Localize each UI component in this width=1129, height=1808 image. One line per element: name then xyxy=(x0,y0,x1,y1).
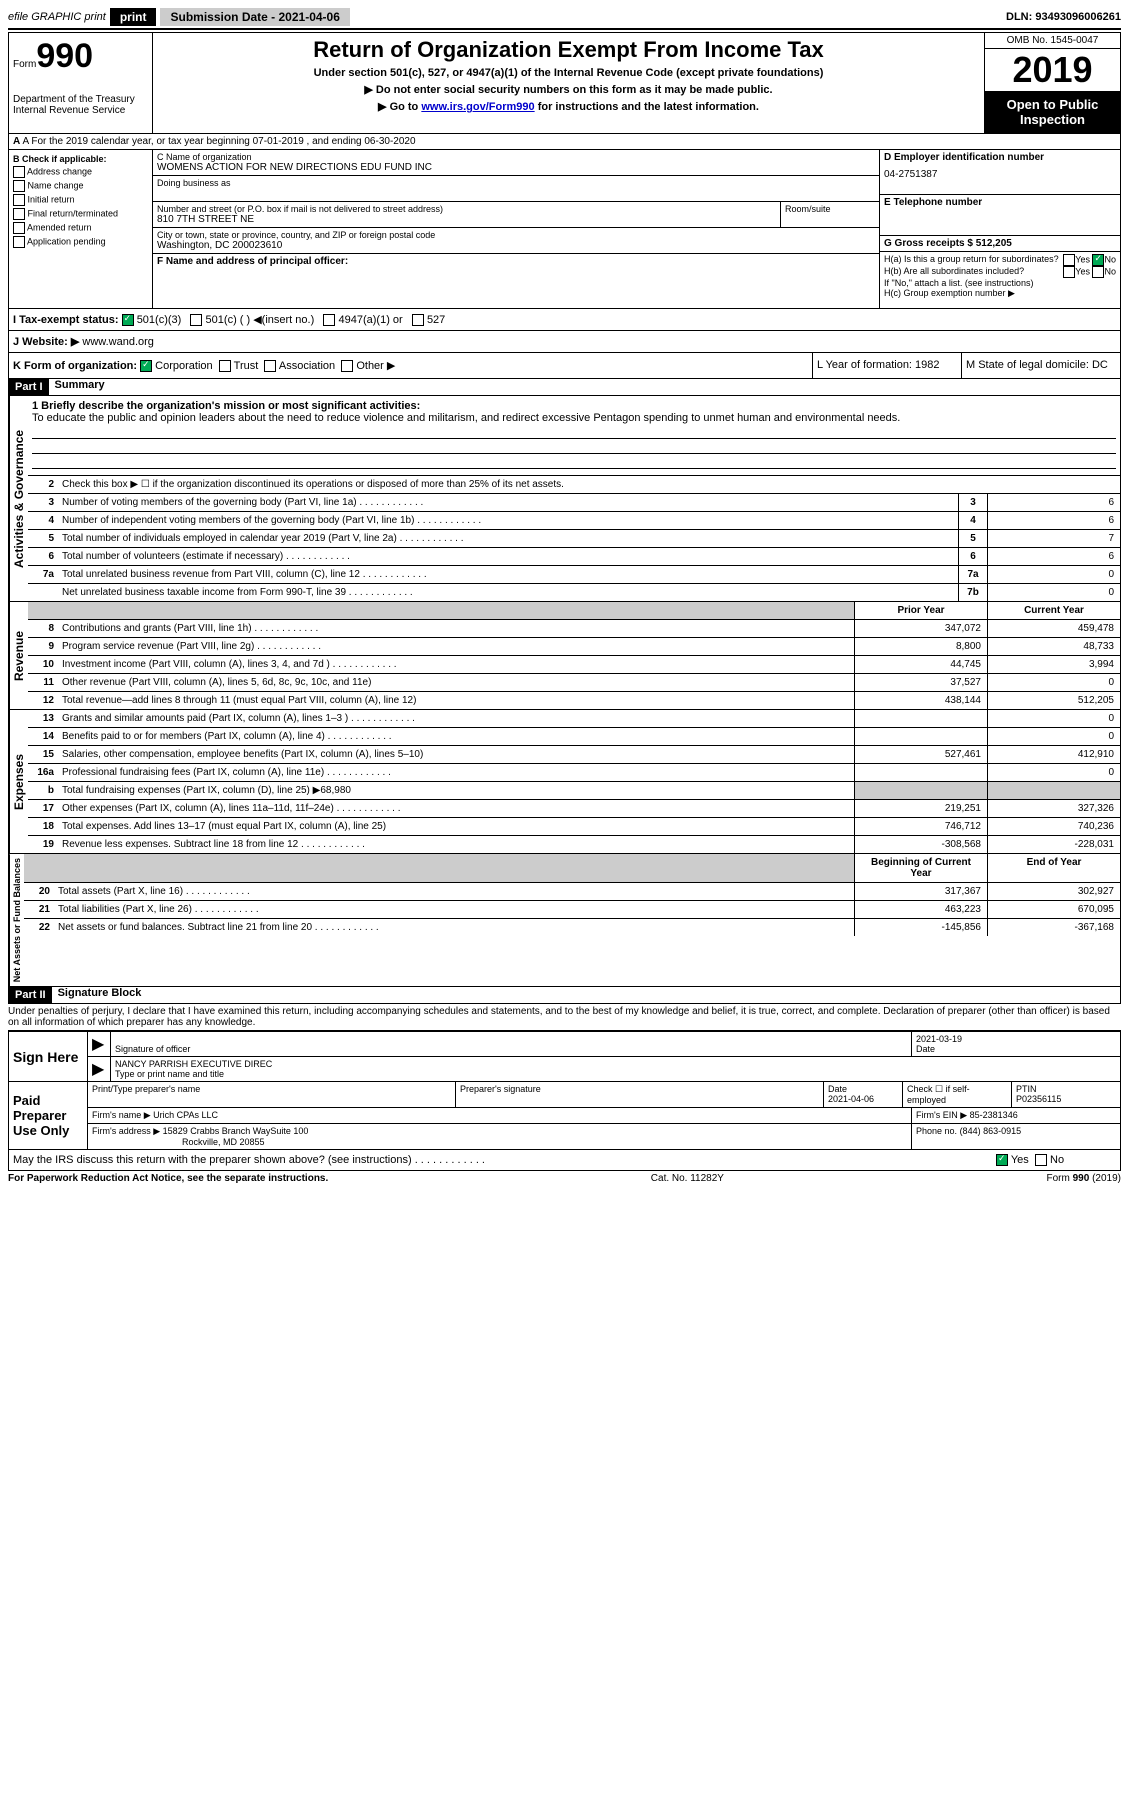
irs-label: Internal Revenue Service xyxy=(13,105,148,116)
section-revenue: Revenue Prior YearCurrent Year 8Contribu… xyxy=(8,602,1121,710)
ein-cell: D Employer identification number 04-2751… xyxy=(880,150,1120,195)
line-14: 14Benefits paid to or for members (Part … xyxy=(28,727,1120,745)
expenses-label: Expenses xyxy=(9,710,28,853)
line-20: 20Total assets (Part X, line 16)317,3673… xyxy=(24,882,1120,900)
print-button[interactable]: print xyxy=(110,8,157,26)
check-final[interactable]: Final return/terminated xyxy=(13,208,148,220)
dln: DLN: 93493096006261 xyxy=(1006,11,1121,23)
governance-label: Activities & Governance xyxy=(9,396,28,601)
check-corp[interactable] xyxy=(140,360,152,372)
subtitle-1: Under section 501(c), 527, or 4947(a)(1)… xyxy=(157,67,980,79)
discuss-yes[interactable] xyxy=(996,1154,1008,1166)
check-other[interactable] xyxy=(341,360,353,372)
box-h: H(a) Is this a group return for subordin… xyxy=(880,252,1120,301)
check-name[interactable]: Name change xyxy=(13,180,148,192)
sign-here-label: Sign Here xyxy=(9,1032,88,1081)
submission-date: Submission Date - 2021-04-06 xyxy=(160,8,349,26)
street-row: Number and street (or P.O. box if mail i… xyxy=(153,202,879,228)
box-d-h: D Employer identification number 04-2751… xyxy=(879,150,1120,308)
header-center: Return of Organization Exempt From Incom… xyxy=(153,33,984,133)
form-header: Form990 Department of the Treasury Inter… xyxy=(8,32,1121,134)
line-13: 13Grants and similar amounts paid (Part … xyxy=(28,710,1120,727)
sign-block: Sign Here ▶ Signature of officer 2021-03… xyxy=(8,1030,1121,1171)
footer: For Paperwork Reduction Act Notice, see … xyxy=(8,1171,1121,1184)
part-i-header: Part I Summary xyxy=(8,379,1121,396)
line-6: 6Total number of volunteers (estimate if… xyxy=(28,547,1120,565)
line-7b: Net unrelated business taxable income fr… xyxy=(28,583,1120,601)
row-a: A A For the 2019 calendar year, or tax y… xyxy=(8,134,1121,150)
check-amended[interactable]: Amended return xyxy=(13,222,148,234)
year-formation: L Year of formation: 1982 xyxy=(813,353,962,378)
form-title: Return of Organization Exempt From Incom… xyxy=(157,37,980,63)
line-16a: 16aProfessional fundraising fees (Part I… xyxy=(28,763,1120,781)
line-18: 18Total expenses. Add lines 13–17 (must … xyxy=(28,817,1120,835)
state-domicile: M State of legal domicile: DC xyxy=(962,353,1120,378)
line-8: 8Contributions and grants (Part VIII, li… xyxy=(28,619,1120,637)
check-527[interactable] xyxy=(412,314,424,326)
check-assoc[interactable] xyxy=(264,360,276,372)
mission-text: To educate the public and opinion leader… xyxy=(32,412,1116,424)
line-3: 3Number of voting members of the governi… xyxy=(28,493,1120,511)
line-17: 17Other expenses (Part IX, column (A), l… xyxy=(28,799,1120,817)
form-number: 990 xyxy=(36,37,93,75)
line-12: 12Total revenue—add lines 8 through 11 (… xyxy=(28,691,1120,709)
check-501c3[interactable] xyxy=(122,314,134,326)
revenue-header: Prior YearCurrent Year xyxy=(28,602,1120,619)
open-to-public: Open to Public Inspection xyxy=(985,91,1120,133)
net-assets-label: Net Assets or Fund Balances xyxy=(9,854,24,986)
line-9: 9Program service revenue (Part VIII, lin… xyxy=(28,637,1120,655)
phone-cell: E Telephone number xyxy=(880,195,1120,236)
dept-treasury: Department of the Treasury xyxy=(13,94,148,105)
check-501c[interactable] xyxy=(190,314,202,326)
header-right: OMB No. 1545-0047 2019 Open to Public In… xyxy=(984,33,1120,133)
block-b-h: B Check if applicable: Address change Na… xyxy=(8,150,1121,309)
section-expenses: Expenses 13Grants and similar amounts pa… xyxy=(8,710,1121,854)
section-governance: Activities & Governance 1 Briefly descri… xyxy=(8,396,1121,602)
check-trust[interactable] xyxy=(219,360,231,372)
line-5: 5Total number of individuals employed in… xyxy=(28,529,1120,547)
paid-preparer-label: Paid Preparer Use Only xyxy=(9,1082,88,1149)
section-net-assets: Net Assets or Fund Balances Beginning of… xyxy=(8,854,1121,987)
revenue-label: Revenue xyxy=(9,602,28,709)
dba-cell: Doing business as xyxy=(153,176,879,202)
box-b: B Check if applicable: Address change Na… xyxy=(9,150,153,308)
line-4: 4Number of independent voting members of… xyxy=(28,511,1120,529)
line-16b: bTotal fundraising expenses (Part IX, co… xyxy=(28,781,1120,799)
city-cell: City or town, state or province, country… xyxy=(153,228,879,254)
declaration: Under penalties of perjury, I declare th… xyxy=(8,1004,1121,1030)
officer-cell: F Name and address of principal officer: xyxy=(153,254,879,308)
row-klm: K Form of organization: Corporation Trus… xyxy=(8,353,1121,379)
subtitle-3: ▶ Go to www.irs.gov/Form990 for instruct… xyxy=(157,100,980,113)
row-j: J Website: ▶ www.wand.org xyxy=(8,331,1121,353)
line-7a: 7aTotal unrelated business revenue from … xyxy=(28,565,1120,583)
form-word: Form xyxy=(13,59,36,70)
line-21: 21Total liabilities (Part X, line 26)463… xyxy=(24,900,1120,918)
check-address[interactable]: Address change xyxy=(13,166,148,178)
part-ii-header: Part II Signature Block xyxy=(8,987,1121,1004)
box-c-f: C Name of organization WOMENS ACTION FOR… xyxy=(153,150,879,308)
check-4947[interactable] xyxy=(323,314,335,326)
mission-label: 1 Briefly describe the organization's mi… xyxy=(32,400,420,412)
line-22: 22Net assets or fund balances. Subtract … xyxy=(24,918,1120,936)
net-header: Beginning of Current YearEnd of Year xyxy=(24,854,1120,882)
top-bar: efile GRAPHIC print print Submission Dat… xyxy=(8,8,1121,30)
tax-year: 2019 xyxy=(985,49,1120,91)
org-name-cell: C Name of organization WOMENS ACTION FOR… xyxy=(153,150,879,176)
efile-label: efile GRAPHIC print xyxy=(8,11,106,23)
gross-receipts: G Gross receipts $ 512,205 xyxy=(880,236,1120,252)
line-19: 19Revenue less expenses. Subtract line 1… xyxy=(28,835,1120,853)
discuss-question: May the IRS discuss this return with the… xyxy=(13,1154,996,1166)
check-pending[interactable]: Application pending xyxy=(13,236,148,248)
line-10: 10Investment income (Part VIII, column (… xyxy=(28,655,1120,673)
discuss-no[interactable] xyxy=(1035,1154,1047,1166)
form990-link[interactable]: www.irs.gov/Form990 xyxy=(421,101,534,113)
header-left: Form990 Department of the Treasury Inter… xyxy=(9,33,153,133)
line-15: 15Salaries, other compensation, employee… xyxy=(28,745,1120,763)
check-initial[interactable]: Initial return xyxy=(13,194,148,206)
line-11: 11Other revenue (Part VIII, column (A), … xyxy=(28,673,1120,691)
omb-number: OMB No. 1545-0047 xyxy=(985,33,1120,49)
subtitle-2: ▶ Do not enter social security numbers o… xyxy=(157,83,980,96)
row-i: I Tax-exempt status: 501(c)(3) 501(c) ( … xyxy=(8,309,1121,331)
